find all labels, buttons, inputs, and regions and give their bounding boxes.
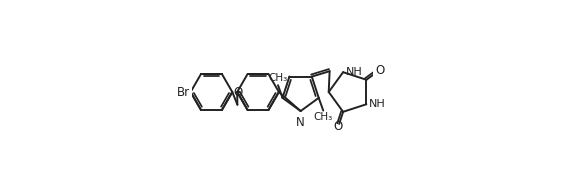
Text: CH₃: CH₃ (268, 73, 288, 83)
Text: NH: NH (369, 99, 386, 109)
Text: O: O (333, 121, 342, 133)
Text: Br: Br (177, 86, 190, 98)
Text: O: O (233, 86, 243, 98)
Text: NH: NH (346, 67, 363, 77)
Text: CH₃: CH₃ (314, 112, 333, 122)
Text: N: N (296, 116, 305, 129)
Text: O: O (375, 64, 385, 77)
